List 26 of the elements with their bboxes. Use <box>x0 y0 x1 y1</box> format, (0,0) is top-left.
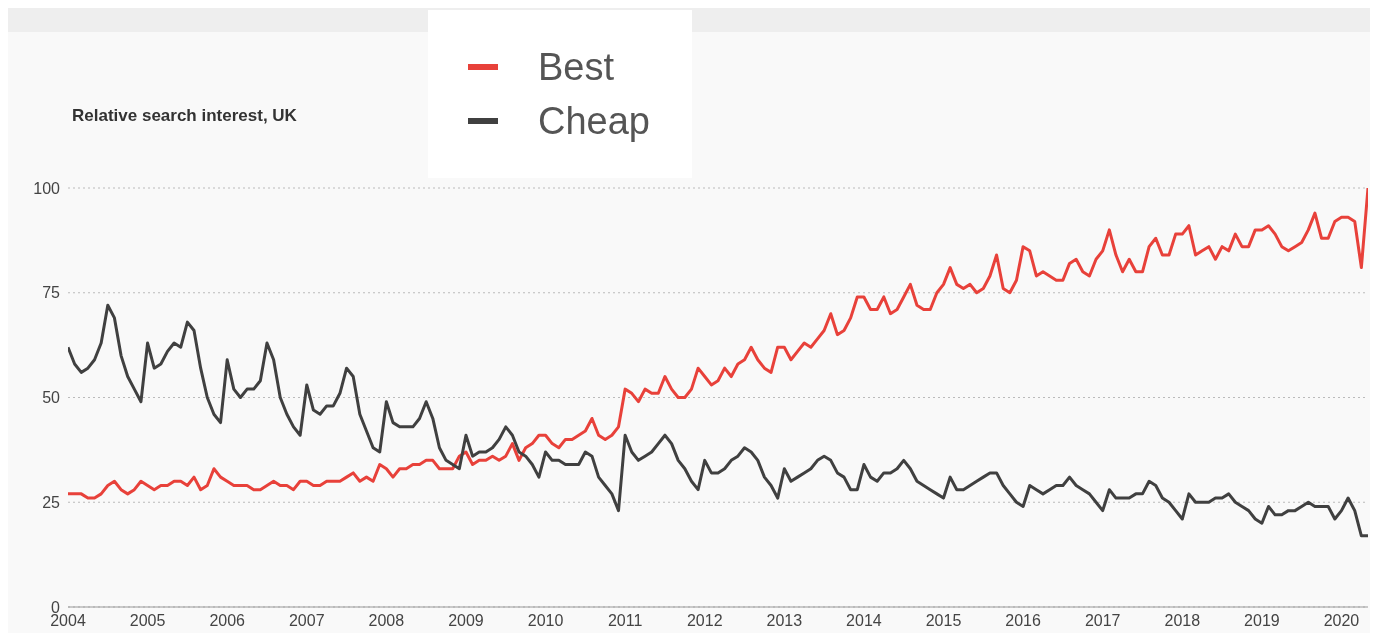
x-tick-label: 2016 <box>1005 612 1041 630</box>
y-tick-label: 75 <box>42 284 61 302</box>
x-tick-label: 2013 <box>766 612 803 630</box>
x-tick-label: 2015 <box>925 612 962 630</box>
line-series <box>68 303 1368 538</box>
x-tick-label: 2005 <box>129 612 166 630</box>
x-tick-label: 2007 <box>288 612 325 630</box>
y-tick-label: 50 <box>42 389 61 407</box>
x-tick-label: 2010 <box>527 612 564 630</box>
legend-label: Best <box>538 45 615 90</box>
x-tick-label: 2004 <box>50 612 86 630</box>
y-tick-label: 100 <box>33 179 61 197</box>
x-tick-label: 2017 <box>1084 612 1121 630</box>
legend-label: Cheap <box>538 99 650 144</box>
x-tick-label: 2008 <box>368 612 405 630</box>
y-axis-title: Relative search interest, UK <box>72 106 297 126</box>
x-tick-label: 2020 <box>1323 612 1360 630</box>
x-tick-label: 2014 <box>846 612 882 630</box>
x-tick-label: 2009 <box>448 612 484 630</box>
x-tick-label: 2006 <box>209 612 246 630</box>
x-tick-label: 2018 <box>1164 612 1201 630</box>
line-series <box>68 188 1368 500</box>
y-tick-label: 25 <box>42 493 61 511</box>
x-tick-label: 2011 <box>607 612 643 630</box>
x-tick-label: 2012 <box>686 612 723 630</box>
x-tick-label: 2019 <box>1244 612 1280 630</box>
